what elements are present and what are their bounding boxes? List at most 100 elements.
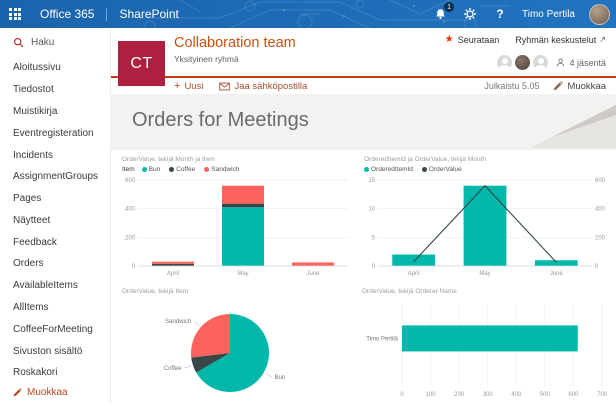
sharepoint-label[interactable]: SharePoint xyxy=(119,7,179,21)
chart-title: OrderedItemId ja OrderValue, tekijä Mont… xyxy=(364,156,486,163)
chart-title: OrderValue, tekijä Month ja Item xyxy=(122,156,215,163)
svg-text:June: June xyxy=(306,271,320,277)
svg-text:600: 600 xyxy=(125,178,136,184)
sidebar-nav-list: Aloitussivu Tiedostot Muistikirja Eventregi… xyxy=(0,57,110,384)
banner-corner-decoration xyxy=(530,105,616,148)
sidebar-edit-link[interactable]: Muokkaa xyxy=(13,387,68,398)
mail-icon xyxy=(219,82,231,90)
group-privacy-label: Yksityinen ryhmä xyxy=(174,54,239,64)
pencil-icon xyxy=(554,81,564,91)
chart-tile-ordervalue-by-item: OrderValue, tekijä Item Bun Coffee Sandwic… xyxy=(120,288,356,406)
sidebar-item-assignmentgroups[interactable]: AssignmentGroups xyxy=(13,171,99,183)
legend-item[interactable]: OrderValue xyxy=(421,166,462,173)
member-avatar[interactable] xyxy=(515,55,531,70)
pencil-icon xyxy=(13,388,22,397)
members-row: 4 jäsentä xyxy=(497,55,606,70)
legend-item[interactable]: Sandwich xyxy=(204,166,239,173)
sidebar-item-n-ytteet[interactable]: Näytteet xyxy=(13,214,51,226)
office365-brand[interactable]: Office 365 xyxy=(40,7,95,21)
chart-title: OrderValue, tekijä Item xyxy=(122,288,188,295)
sidebar-item-feedback[interactable]: Feedback xyxy=(13,236,57,248)
svg-text:April: April xyxy=(408,271,420,277)
share-by-email-button[interactable]: Jaa sähköpostilla xyxy=(219,81,307,92)
svg-text:200: 200 xyxy=(125,235,136,241)
sidebar-item-orders[interactable]: Orders xyxy=(13,258,44,270)
command-bar: + Uusi Jaa sähköpostilla Julkaistu 5.05 … xyxy=(110,78,616,94)
sidebar-item-aloitussivu[interactable]: Aloitussivu xyxy=(13,62,61,74)
svg-text:200: 200 xyxy=(595,235,606,241)
svg-text:400: 400 xyxy=(125,207,136,213)
chart-tile-ordervalue-by-orderer: OrderValue, tekijä Orderer Name 0 100 200 3… xyxy=(360,288,616,406)
suite-bar: Office 365 SharePoint 1 ? Timo Pertila xyxy=(0,0,616,28)
page-title: Orders for Meetings xyxy=(132,109,309,131)
app-launcher-waffle-icon[interactable] xyxy=(0,0,30,28)
svg-text:June: June xyxy=(550,271,564,277)
svg-text:15: 15 xyxy=(368,178,375,184)
sidebar-item-roskakori[interactable]: Roskakori xyxy=(13,367,58,379)
settings-gear-icon[interactable] xyxy=(462,6,478,22)
suitebar-divider xyxy=(106,7,108,21)
sidebar-item-availableitems[interactable]: AvailableItems xyxy=(13,280,78,292)
svg-text:100: 100 xyxy=(426,392,437,398)
member-avatar[interactable] xyxy=(497,55,513,70)
svg-text:0: 0 xyxy=(132,264,136,270)
legend-item[interactable]: Coffee xyxy=(169,166,195,173)
legend-title: Item xyxy=(122,166,135,173)
svg-text:Coffee: Coffee xyxy=(164,366,182,372)
follow-button[interactable]: ★ Seurataan xyxy=(445,34,500,45)
published-status: Julkaistu 5.05 xyxy=(484,81,540,91)
user-name[interactable]: Timo Pertila xyxy=(522,8,575,20)
star-icon: ★ xyxy=(444,34,454,45)
chart-tile-ordervalue-by-month-item: OrderValue, tekijä Month ja Item Item Bun… xyxy=(120,156,356,284)
external-link-arrow-icon: ↗ xyxy=(599,35,606,44)
group-header: CT Collaboration team Yksityinen ryhmä ★… xyxy=(110,28,616,86)
svg-text:0: 0 xyxy=(372,264,376,270)
group-title[interactable]: Collaboration team xyxy=(174,35,296,51)
conversations-label: Ryhmän keskustelut xyxy=(515,34,597,45)
svg-text:700: 700 xyxy=(597,392,608,398)
svg-text:Bun: Bun xyxy=(275,375,286,381)
page-title-banner: Orders for Meetings xyxy=(110,94,616,150)
svg-text:500: 500 xyxy=(540,392,551,398)
chart-legend: OrderedItemId OrderValue xyxy=(364,166,614,173)
sidebar-item-muistikirja[interactable]: Muistikirja xyxy=(13,105,58,117)
sidebar-item-eventregisteration[interactable]: Eventregisteration xyxy=(13,127,94,139)
person-icon xyxy=(557,58,565,67)
group-conversations-link[interactable]: Ryhmän keskustelut ↗ xyxy=(515,35,606,45)
edit-page-button[interactable]: Muokkaa xyxy=(553,81,606,92)
sidebar-nav: Haku Aloitussivu Tiedostot Muistikirja Even… xyxy=(0,28,111,404)
horizontal-bar-chart[interactable]: 0 100 200 300 400 500 600 700 Timo Pertilä xyxy=(360,298,616,402)
chart-title: OrderValue, tekijä Orderer Name xyxy=(362,288,457,295)
new-label: Uusi xyxy=(184,80,204,92)
pie-chart[interactable]: Bun Coffee Sandwich xyxy=(120,298,356,402)
svg-text:0: 0 xyxy=(400,392,404,398)
plus-icon: + xyxy=(174,79,181,92)
svg-text:300: 300 xyxy=(483,392,494,398)
svg-text:Timo Pertilä: Timo Pertilä xyxy=(366,336,398,342)
svg-text:10: 10 xyxy=(368,207,375,213)
member-avatar[interactable] xyxy=(533,55,549,70)
members-count-link[interactable]: 4 jäsentä xyxy=(556,58,606,68)
legend-item[interactable]: OrderedItemId xyxy=(364,166,413,173)
notifications-bell-icon[interactable]: 1 xyxy=(432,2,455,22)
sidebar-item-tiedostot[interactable]: Tiedostot xyxy=(13,84,54,96)
legend-item[interactable]: Bun xyxy=(141,166,160,173)
svg-text:May: May xyxy=(479,271,490,277)
group-logo-tile[interactable]: CT xyxy=(118,41,165,86)
sidebar-item-allitems[interactable]: AllItems xyxy=(13,301,49,313)
combo-chart[interactable]: 0 0 5 200 10 400 15 600 April May June xyxy=(362,174,614,280)
user-avatar[interactable] xyxy=(589,3,610,25)
stacked-bar-chart[interactable]: 0 200 400 600 April May June xyxy=(120,174,356,280)
search-icon xyxy=(14,38,24,48)
sidebar-search[interactable]: Haku xyxy=(0,28,110,57)
sidebar-item-incidents[interactable]: Incidents xyxy=(13,149,54,161)
svg-text:May: May xyxy=(237,271,248,277)
new-button[interactable]: + Uusi xyxy=(174,79,204,92)
share-label: Jaa sähköpostilla xyxy=(234,80,308,92)
help-icon[interactable]: ? xyxy=(496,7,504,21)
sidebar-item-pages[interactable]: Pages xyxy=(13,193,42,205)
chart-legend: Item Bun Coffee Sandwich xyxy=(122,166,356,173)
sidebar-item-sivuston-sis-lt-[interactable]: Sivuston sisältö xyxy=(13,345,83,357)
svg-text:400: 400 xyxy=(595,207,606,213)
sidebar-item-coffeeformeeting[interactable]: CoffeeForMeeting xyxy=(13,323,93,335)
